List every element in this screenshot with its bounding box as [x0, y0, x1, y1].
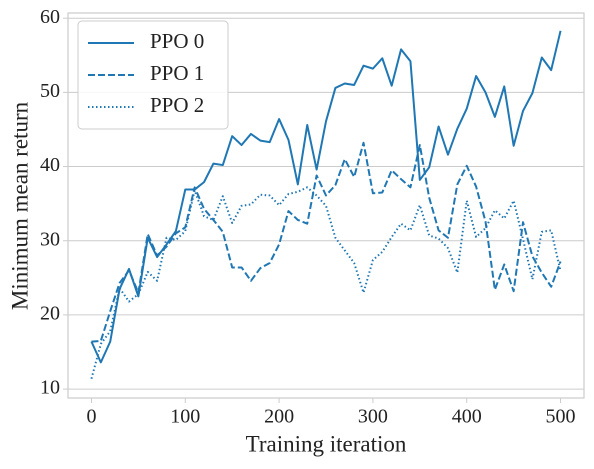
y-tick-label: 60	[40, 6, 60, 28]
x-tick-label: 300	[358, 406, 388, 428]
x-tick-label: 0	[86, 406, 96, 428]
legend: PPO 0 PPO 1 PPO 2	[77, 20, 229, 130]
line-series	[90, 186, 562, 379]
x-tick-label: 500	[546, 406, 576, 428]
plot-frame	[67, 12, 585, 399]
x-axis-label: Training iteration	[246, 431, 407, 456]
y-tick-label: 50	[40, 80, 60, 102]
y-tick-label: 10	[40, 377, 60, 399]
line-series	[91, 141, 562, 343]
x-tick-label: 100	[170, 406, 200, 428]
y-tick-label: 40	[40, 154, 60, 176]
legend-box	[77, 20, 229, 130]
legend-label: PPO 1	[150, 61, 204, 85]
y-axis-label: Minimum mean return	[7, 101, 32, 310]
y-tick-label: 20	[40, 303, 60, 325]
legend-label: PPO 0	[150, 29, 204, 53]
legend-label: PPO 2	[150, 93, 204, 117]
x-tick-label: 400	[452, 406, 482, 428]
line-series	[90, 30, 562, 364]
y-tick-label: 30	[40, 228, 60, 250]
x-tick-label: 200	[264, 406, 294, 428]
